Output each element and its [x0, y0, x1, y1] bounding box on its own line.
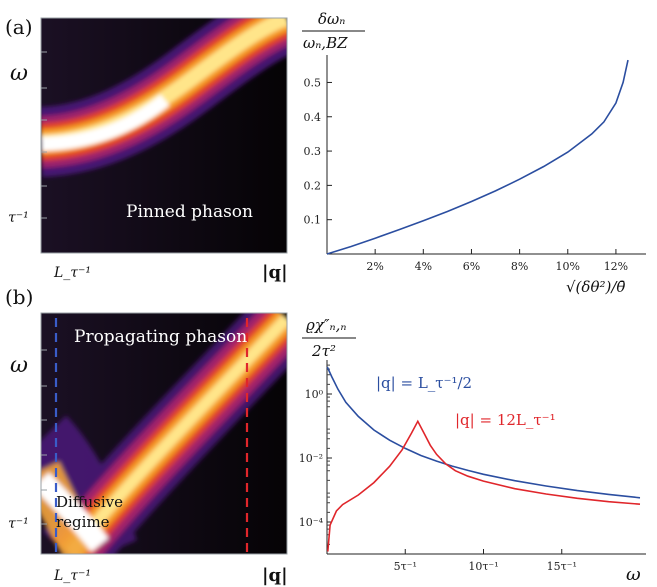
- heatmap-b-annotation-bottom-2: regime: [56, 513, 110, 531]
- heatmap-b-frame: [40, 312, 288, 555]
- heatmap-b-yticks: [41, 349, 47, 525]
- heatmap-b-diffusive-core: [41, 472, 109, 552]
- chart-b-series-line-blue: [326, 366, 641, 499]
- chart-a-ytick-label: 0.5: [304, 76, 322, 89]
- heatmap-a-xtick: L_τ⁻¹: [53, 265, 91, 281]
- chart-a-ylabel-den: ωₙ,BZ: [303, 34, 348, 52]
- chart-a-ytick-label: 0.2: [304, 179, 322, 192]
- chart-b-ylabel-den: 2τ²: [311, 342, 336, 360]
- chart-b-ylabel-num: ϱχ″ₙ,ₙ: [306, 316, 346, 334]
- chart-a-xtick-label: 2%: [366, 260, 383, 273]
- heatmap-b-ytick: τ⁻¹: [8, 516, 29, 532]
- heatmap-a-band: [41, 18, 287, 177]
- chart-b: ϱχ″ₙ,ₙ 2τ² 10⁰ 10⁻² 10⁻⁴ 5τ⁻¹ 10τ⁻¹ 15τ⁻¹ |q…: [299, 316, 646, 585]
- chart-a-series-line: [326, 59, 629, 255]
- heatmap-b-band: [41, 313, 287, 554]
- chart-b-xlabel: ω: [626, 564, 641, 585]
- heatmap-a-band-core: [41, 94, 170, 151]
- heatmap-a: [41, 18, 287, 253]
- chart-a-xtick-label: 4%: [415, 260, 432, 273]
- chart-a-ytick-label: 0.4: [304, 111, 322, 124]
- chart-b-xtick-label: 5τ⁻¹: [394, 560, 417, 573]
- chart-a-yticks: 0.1 0.2 0.3 0.4 0.5: [304, 76, 332, 227]
- panel-label-b: (b): [5, 285, 33, 309]
- chart-b-xticks: 5τ⁻¹ 10τ⁻¹ 15τ⁻¹: [394, 549, 577, 573]
- heatmap-b-annotation-top: Propagating phason: [74, 327, 247, 347]
- chart-a-ytick-label: 0.1: [304, 214, 322, 227]
- chart-a-xtick-label: 12%: [604, 260, 628, 273]
- chart-a-xlabel: √(δθ²)/θ̄: [566, 278, 625, 296]
- heatmap-b-xlabel: |q|: [262, 565, 288, 586]
- heatmap-a-ytick: τ⁻¹: [8, 210, 29, 226]
- chart-b-ytick-label: 10⁻²: [299, 452, 323, 465]
- heatmap-b-xtick: L_τ⁻¹: [53, 568, 91, 584]
- chart-a: δωₙ ωₙ,BZ 0.1 0.2 0.3 0.4 0.5 2% 4% 6% 8% 10% 12%…: [302, 10, 646, 296]
- chart-b-ytick-label: 10⁻⁴: [299, 516, 324, 529]
- heatmap-a-ylabel: ω: [10, 61, 28, 86]
- heatmap-b: [41, 313, 287, 554]
- chart-a-ylabel-num: δωₙ: [318, 10, 345, 28]
- chart-b-legend-blue: |q| = L_τ⁻¹/2: [376, 374, 472, 392]
- chart-a-xtick-label: 10%: [556, 260, 580, 273]
- chart-b-xtick-label: 15τ⁻¹: [547, 560, 577, 573]
- panel-label-a: (a): [5, 15, 33, 39]
- heatmap-b-annotation-bottom-1: Diffusive: [56, 493, 123, 511]
- chart-a-xtick-label: 8%: [511, 260, 528, 273]
- heatmap-b-ylabel: ω: [10, 353, 28, 378]
- chart-a-xticks: 2% 4% 6% 8% 10% 12%: [366, 249, 628, 273]
- chart-b-xtick-label: 10τ⁻¹: [468, 560, 498, 573]
- heatmap-a-annotation: Pinned phason: [126, 202, 253, 222]
- chart-b-yticks: 10⁰ 10⁻² 10⁻⁴: [299, 364, 332, 545]
- heatmap-a-yticks: [41, 51, 47, 219]
- chart-b-legend-red: |q| = 12L_τ⁻¹: [455, 411, 556, 429]
- chart-a-ytick-label: 0.3: [304, 145, 322, 158]
- chart-b-series-line-red: [327, 419, 641, 552]
- chart-b-ytick-label: 10⁰: [305, 388, 324, 401]
- heatmap-a-xlabel: |q|: [262, 262, 288, 283]
- chart-a-xtick-label: 6%: [463, 260, 480, 273]
- heatmap-a-frame: [40, 17, 288, 254]
